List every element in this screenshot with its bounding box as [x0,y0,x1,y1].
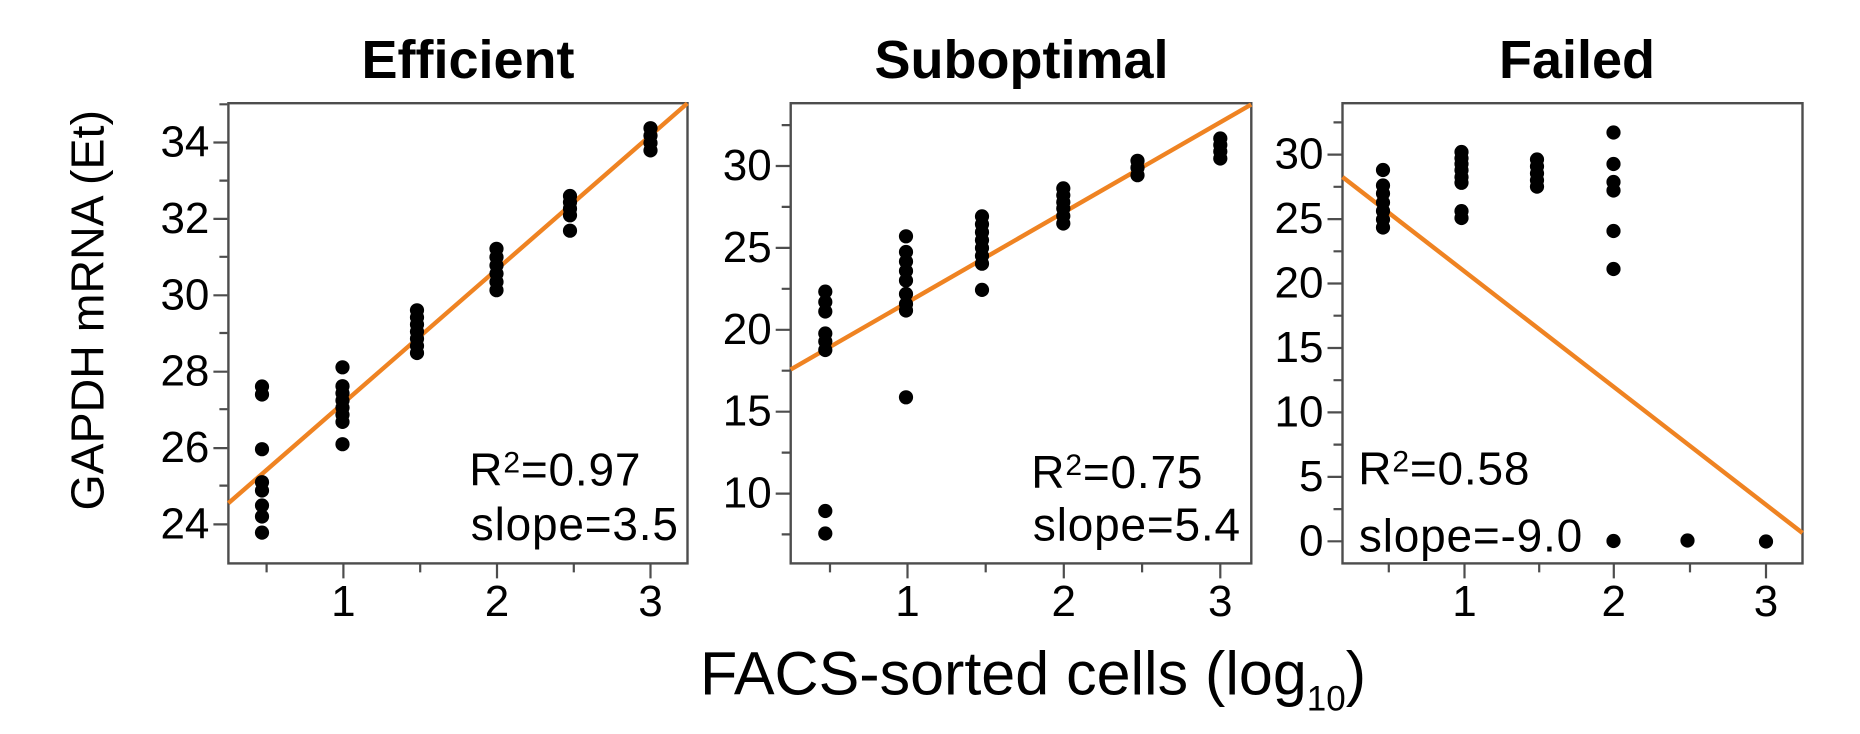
svg-text:20: 20 [723,305,772,354]
svg-text:25: 25 [1275,194,1324,243]
svg-text:Efficient: Efficient [361,30,574,90]
svg-text:32: 32 [160,194,209,243]
svg-text:26: 26 [160,423,209,472]
svg-text:15: 15 [1275,323,1324,372]
svg-text:3: 3 [1754,577,1778,626]
svg-text:24: 24 [160,499,209,548]
svg-text:20: 20 [1275,259,1324,308]
svg-text:1: 1 [895,577,919,626]
svg-text:10: 10 [723,469,772,518]
svg-text:GAPDH mRNA (Et): GAPDH mRNA (Et) [61,110,113,510]
svg-text:R2=0.75: R2=0.75 [1031,446,1203,498]
svg-text:5: 5 [1299,452,1323,501]
svg-text:2: 2 [1052,577,1076,626]
svg-text:FACS-sorted cells (log10): FACS-sorted cells (log10) [700,640,1366,719]
svg-text:3: 3 [1208,577,1232,626]
svg-text:30: 30 [1275,130,1324,179]
svg-text:R2=0.97: R2=0.97 [469,444,641,496]
svg-text:2: 2 [485,577,509,626]
svg-text:34: 34 [160,118,209,167]
svg-text:slope=5.4: slope=5.4 [1033,499,1241,551]
svg-text:10: 10 [1275,387,1324,436]
svg-text:28: 28 [160,347,209,396]
svg-text:3: 3 [638,577,662,626]
svg-text:0: 0 [1299,516,1323,565]
svg-text:Suboptimal: Suboptimal [875,30,1169,90]
svg-text:25: 25 [723,223,772,272]
svg-text:15: 15 [723,387,772,436]
svg-text:slope=-9.0: slope=-9.0 [1359,509,1583,561]
svg-text:R2=0.58: R2=0.58 [1358,443,1530,495]
svg-text:2: 2 [1602,577,1626,626]
svg-text:1: 1 [331,577,355,626]
svg-text:1: 1 [1452,577,1476,626]
svg-text:30: 30 [723,141,772,190]
svg-text:Failed: Failed [1499,30,1655,90]
svg-text:slope=3.5: slope=3.5 [471,498,679,550]
svg-text:30: 30 [160,270,209,319]
